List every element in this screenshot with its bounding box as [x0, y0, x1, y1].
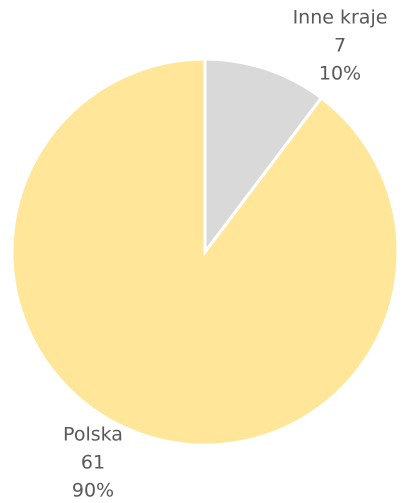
pie-slice: [10, 57, 400, 447]
slice-label: Polska: [63, 424, 123, 446]
slice-percent: 10%: [319, 63, 361, 85]
slice-value: 61: [81, 452, 105, 474]
pie-slice: [203, 57, 324, 257]
slice-value: 7: [334, 35, 346, 57]
slice-label: Inne kraje: [293, 7, 388, 29]
slice-percent: 90%: [72, 480, 114, 502]
